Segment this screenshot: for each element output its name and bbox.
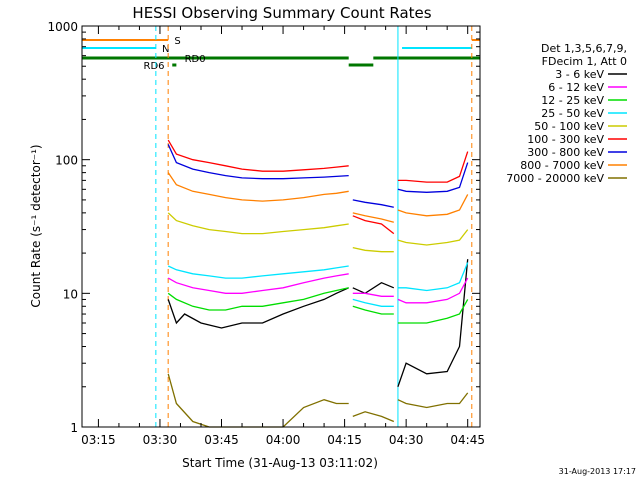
series-line-3	[352, 305, 394, 315]
series-group	[167, 139, 469, 428]
legend-label: 12 - 25 keV	[541, 94, 604, 107]
series-line-6	[167, 139, 349, 172]
y-tick-label: 100	[55, 154, 78, 168]
legend-label: 6 - 12 keV	[548, 81, 604, 94]
series-line-8	[397, 194, 469, 217]
vertical-markers	[155, 26, 473, 427]
series-line-1	[352, 281, 395, 295]
legend: Det 1,3,5,6,7,9,FDecim 1, Att 03 - 6 keV…	[506, 42, 627, 185]
series-line-6	[397, 151, 469, 183]
legend-label: 50 - 100 keV	[534, 120, 604, 133]
y-axis-label: Count Rate (s⁻¹ detector⁻¹)	[29, 144, 43, 307]
flag-bars: SN RD6 RD0	[82, 36, 480, 72]
legend-label: 25 - 50 keV	[541, 107, 604, 120]
series-line-1	[167, 287, 349, 329]
x-tick-label: 04:15	[327, 433, 362, 447]
x-tick-label: 04:45	[450, 433, 485, 447]
series-line-4	[352, 298, 394, 307]
series-line-2	[397, 277, 469, 304]
series-line-2	[352, 292, 394, 297]
x-tick-label: 03:45	[204, 433, 239, 447]
series-line-4	[397, 262, 469, 292]
plot-frame	[81, 25, 481, 428]
series-line-1	[397, 259, 469, 388]
series-line-9	[397, 392, 469, 409]
series-line-5	[167, 212, 349, 235]
y-tick-label: 1	[70, 421, 78, 435]
rd0-flag-label: RD0	[185, 54, 206, 65]
x-tick-label: 03:15	[81, 433, 116, 447]
legend-label: 7000 - 20000 keV	[506, 172, 604, 185]
y-tick-label: 1000	[47, 20, 78, 34]
legend-label: 800 - 7000 keV	[520, 159, 604, 172]
chart-title: HESSI Observing Summary Count Rates	[132, 4, 431, 22]
legend-header: Det 1,3,5,6,7,9,	[541, 42, 627, 55]
series-line-5	[397, 229, 469, 246]
legend-label: 3 - 6 keV	[555, 68, 604, 81]
series-line-9	[352, 411, 395, 423]
series-line-6	[352, 215, 395, 235]
legend-label: 100 - 300 keV	[527, 133, 604, 146]
series-line-4	[167, 265, 349, 279]
night-flag-label: N	[162, 44, 169, 55]
series-line-5	[352, 246, 394, 253]
series-line-3	[167, 287, 349, 311]
x-axis-label: Start Time (31-Aug-13 03:11:02)	[182, 456, 378, 470]
rd6-flag-label: RD6	[144, 61, 165, 72]
series-line-9	[167, 373, 349, 428]
legend-header: FDecim 1, Att 0	[542, 55, 627, 68]
saa-flag-label: S	[174, 36, 180, 47]
x-tick-label: 04:30	[389, 433, 424, 447]
x-tick-label: 03:30	[143, 433, 178, 447]
series-line-7	[397, 162, 469, 193]
series-line-7	[167, 144, 349, 180]
timestamp-label: 31-Aug-2013 17:17	[559, 467, 636, 476]
series-line-3	[397, 299, 469, 324]
series-line-7	[352, 199, 394, 208]
axes: 03:15 03:30 03:45 04:00 04:15 04:30 04:45 1 10 10…	[47, 20, 485, 447]
legend-label: 300 - 800 keV	[527, 146, 604, 159]
x-tick-label: 04:00	[266, 433, 301, 447]
series-line-2	[167, 273, 349, 294]
series-line-8	[167, 172, 349, 202]
series-line-8	[352, 212, 394, 223]
y-tick-label: 10	[63, 287, 78, 301]
